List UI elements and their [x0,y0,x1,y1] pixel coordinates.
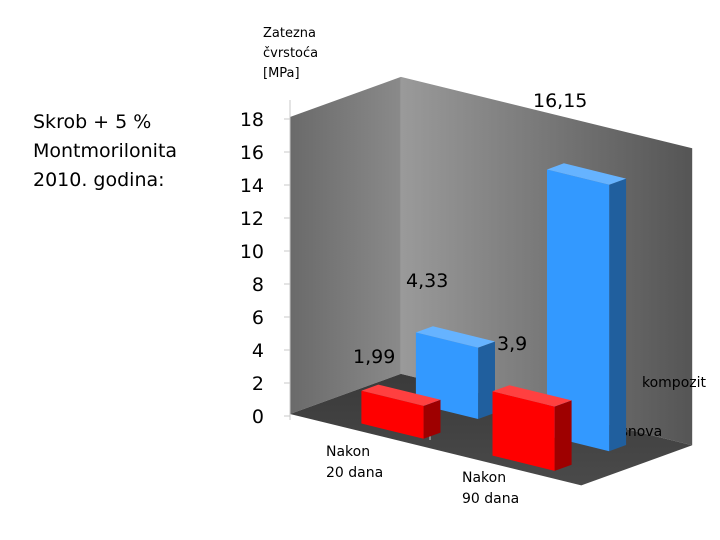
series-depth-label-kompozit: kompozit [642,375,707,391]
x-category-label: Nakon [462,470,506,486]
y-tick-label: 2 [252,373,264,395]
data-label-osnova-1: 3,9 [497,333,527,355]
bar-side [478,341,495,419]
chart-side-wall [290,76,401,415]
y-axis-label: Zatezna čvrstoća [MPa] [263,24,318,84]
y-axis-label-line-2: čvrstoća [263,46,319,61]
data-label-kompozit-0: 4,33 [406,270,448,292]
y-tick-label: 18 [240,109,264,131]
y-axis-label-line-1: Zatezna [263,26,316,41]
x-category-label: 20 dana [326,465,383,481]
bar-top [492,385,572,407]
y-tick-label: 14 [240,175,264,197]
data-label-osnova-0: 1,99 [353,346,395,368]
bar-side [423,399,441,439]
slide-title: Skrob + 5 % Montmorilonita 2010. godina: [33,108,177,195]
slide-title-line-1: Skrob + 5 % [33,111,152,133]
slide-title-line-3: 2010. godina: [33,169,165,191]
y-tick-label: 8 [252,274,264,296]
bar-side [554,400,572,471]
y-tick-label: 4 [252,340,264,362]
bar-side [609,178,627,452]
data-label-kompozit-1: 16,15 [533,90,587,112]
bar-front [361,390,424,439]
y-tick-label: 10 [240,241,264,263]
y-tick-label: 0 [252,406,264,428]
bar-front [415,332,479,419]
bar-osnova-0 [361,384,441,439]
x-category-label: Nakon [326,444,370,460]
bar-top [361,384,441,406]
bar-kompozit-0 [415,326,495,419]
y-tick-label: 16 [240,142,264,164]
bar-osnova-1 [492,385,572,471]
y-tick-label: 12 [240,208,264,230]
x-category-label: 90 dana [462,491,519,507]
bar-top [415,326,495,348]
y-tick-label: 6 [252,307,264,329]
bar-front [547,169,610,452]
bar-kompozit-1 [547,163,627,452]
slide-title-line-2: Montmorilonita [33,140,178,162]
bar-front [492,391,555,471]
y-axis-label-line-3: [MPa] [263,66,300,81]
bar-top [547,163,627,185]
